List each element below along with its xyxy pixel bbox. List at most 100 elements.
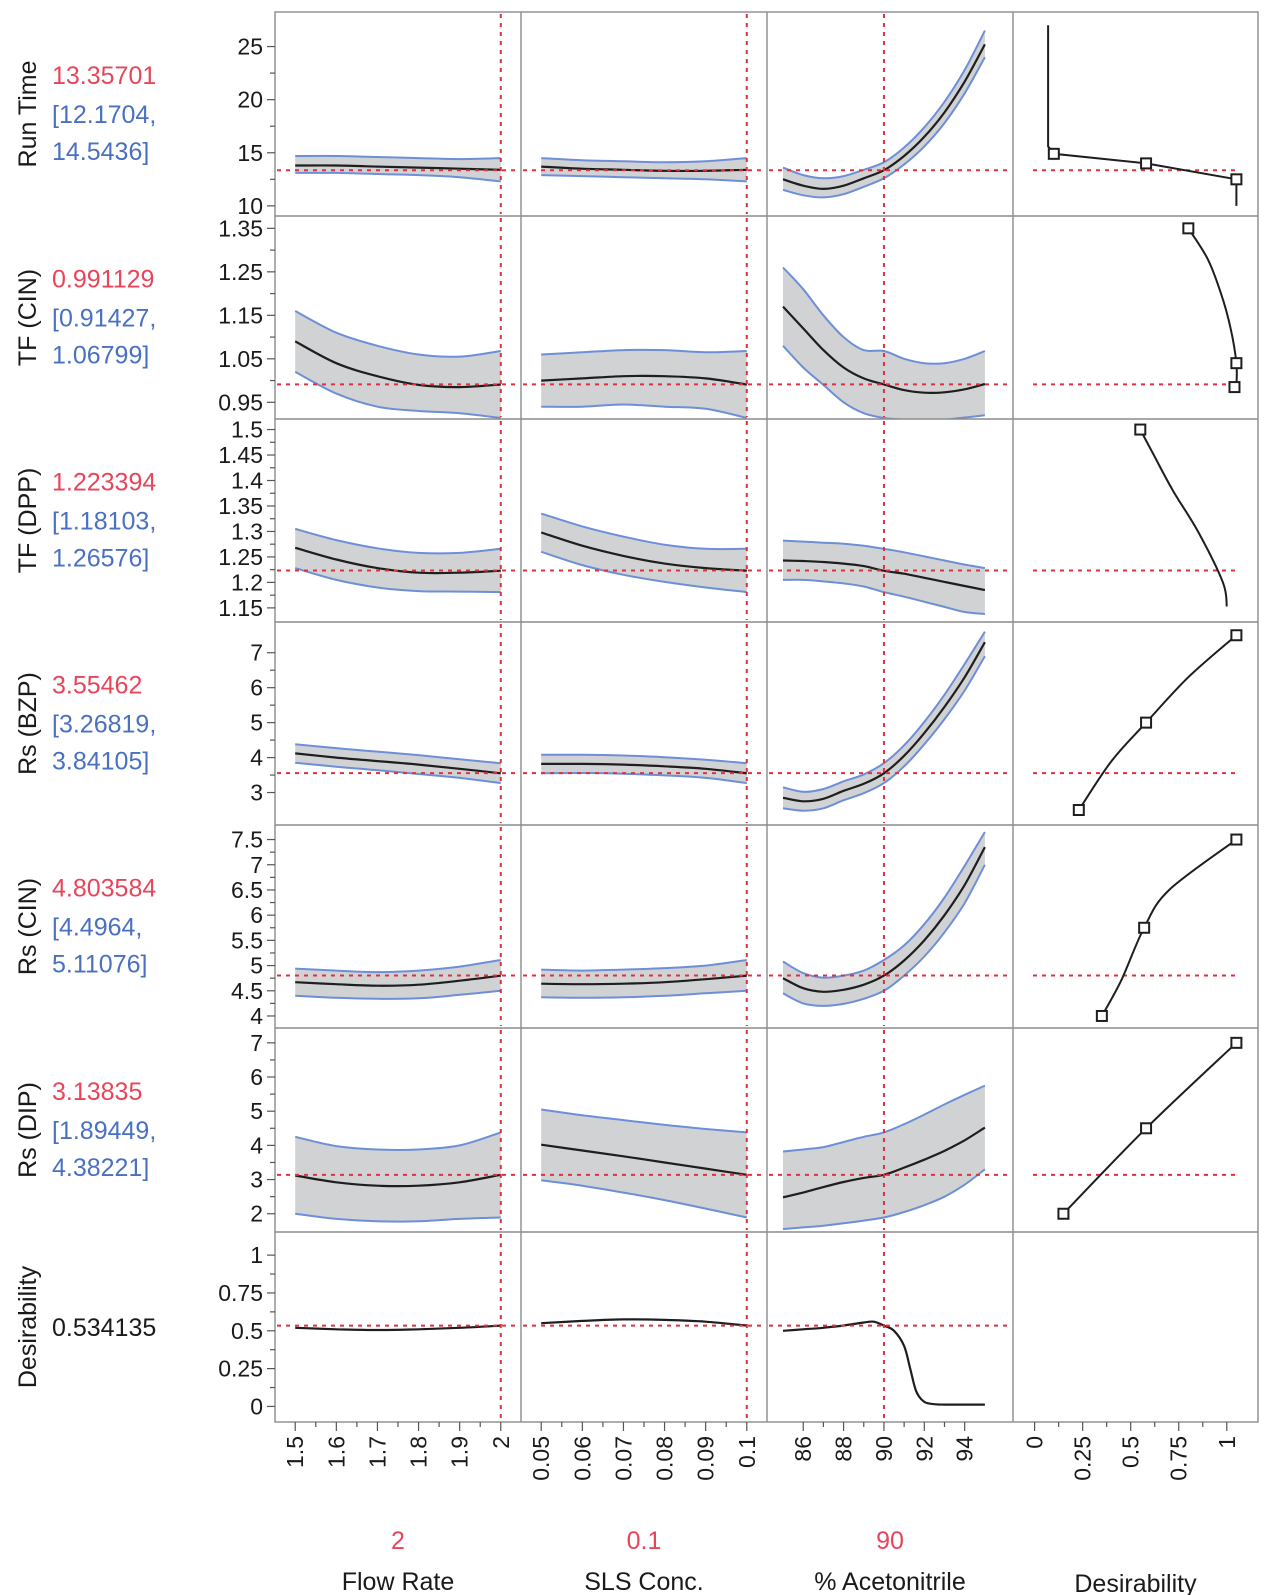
panel-4-1 — [523, 827, 765, 1026]
predicted-value: 3.55462 — [52, 672, 142, 700]
confidence-interval-lower: [12.1704, — [52, 101, 156, 129]
factor-name: Flow Rate — [342, 1568, 455, 1595]
response-name: TF (DPP) — [14, 468, 42, 574]
prediction-curve — [541, 762, 747, 775]
panel-1-2 — [769, 218, 1011, 419]
upper-confidence-line — [782, 266, 986, 365]
panel-4-0 — [277, 827, 519, 1026]
lower-confidence-line — [294, 371, 501, 419]
confidence-band — [295, 1132, 501, 1222]
upper-confidence-line — [294, 310, 501, 358]
y-tick-label: 0 — [250, 1393, 263, 1419]
axes-layer: 101520250.951.051.151.251.351.151.21.251… — [218, 34, 1240, 1481]
lower-confidence-line — [295, 1212, 501, 1223]
y-tick-label: 7 — [250, 852, 263, 878]
confidence-interval-lower: [3.26819, — [52, 711, 156, 739]
y-tick-label: 15 — [237, 140, 263, 166]
x-tick-label: 0 — [1022, 1436, 1048, 1449]
desirability-handle — [1047, 147, 1060, 160]
confidence-interval-lower: [1.18103, — [52, 508, 156, 536]
desirability-handle — [1095, 1009, 1108, 1022]
y-tick-label: 2 — [250, 1201, 263, 1227]
confidence-band — [295, 960, 501, 999]
desirability-panel-4 — [1033, 833, 1243, 1022]
desirability-function — [1139, 429, 1228, 607]
y-tick-label: 0.75 — [218, 1280, 263, 1306]
upper-confidence-line — [294, 1131, 502, 1151]
panel-2-1 — [523, 421, 765, 620]
desirability-function — [1047, 25, 1238, 206]
y-tick-label: 5 — [250, 710, 263, 736]
panel-5-2 — [769, 1030, 1011, 1231]
desirability-value: 0.534135 — [52, 1314, 156, 1342]
upper-confidence-line — [295, 743, 501, 765]
confidence-band — [783, 267, 985, 419]
confidence-interval-upper: 4.38221] — [52, 1154, 149, 1182]
factor-current-value: 90 — [876, 1527, 904, 1555]
y-tick-label: 1 — [250, 1242, 263, 1268]
panel-1-1 — [523, 218, 765, 419]
desirability-handle — [1140, 157, 1153, 170]
y-tick-label: 1.5 — [231, 417, 263, 443]
upper-confidence-line — [541, 1108, 747, 1134]
confidence-interval-lower: [0.91427, — [52, 305, 156, 333]
x-tick-label: 1.7 — [364, 1436, 390, 1468]
desirability-panel-2 — [1033, 423, 1238, 607]
response-name: Rs (CIN) — [14, 878, 42, 975]
confidence-band — [541, 960, 747, 998]
response-name: Run Time — [14, 61, 42, 168]
y-tick-label: 1.45 — [218, 442, 263, 468]
prediction-curve — [295, 1173, 501, 1188]
panel-3-0 — [277, 624, 519, 823]
prediction-curve — [295, 1324, 501, 1332]
prediction-curve — [540, 531, 747, 572]
lower-confidence-line — [540, 550, 747, 594]
confidence-band — [295, 155, 501, 182]
response-name: Rs (DIP) — [14, 1082, 42, 1178]
upper-confidence-line — [541, 348, 747, 356]
desirability-handle — [1228, 381, 1241, 394]
prediction-curve — [782, 559, 986, 592]
x-tick-label: 0.75 — [1166, 1436, 1192, 1481]
y-tick-label: 7 — [250, 1030, 263, 1056]
desirability-handle — [1140, 1122, 1153, 1135]
panel-4-2 — [769, 827, 1011, 1026]
panel-2-2 — [769, 421, 1011, 620]
x-tick-label: 90 — [871, 1436, 897, 1462]
predicted-value: 13.35701 — [52, 62, 156, 90]
confidence-band — [295, 528, 501, 593]
desirability-handle — [1182, 222, 1195, 235]
y-tick-label: 4 — [250, 745, 263, 771]
y-tick-label: 7.5 — [231, 827, 263, 853]
upper-confidence-line — [782, 30, 986, 180]
desirability-handle — [1230, 629, 1243, 642]
panel-2-0 — [277, 421, 519, 620]
lower-confidence-line — [541, 989, 747, 999]
upper-confidence-line — [295, 959, 501, 974]
desirability-handle — [1057, 1207, 1070, 1220]
y-tick-label: 1.35 — [218, 493, 263, 519]
x-tick-label: 2 — [488, 1436, 514, 1449]
confidence-band — [295, 311, 501, 418]
upper-confidence-line — [540, 512, 747, 551]
x-tick-label: 86 — [790, 1436, 816, 1462]
lower-confidence-line — [541, 403, 748, 419]
desirability-panel-3 — [1033, 629, 1243, 817]
prediction-curve — [541, 974, 747, 986]
desirability-panel-1 — [1033, 222, 1243, 394]
lower-confidence-line — [782, 1168, 986, 1231]
y-tick-label: 10 — [237, 193, 263, 219]
lower-confidence-line — [541, 1179, 748, 1219]
predicted-value: 1.223394 — [52, 469, 156, 497]
panel-5-0 — [277, 1030, 519, 1230]
desirability-handle — [1230, 173, 1243, 186]
prediction-curve — [294, 340, 501, 389]
desirability-handle — [1230, 357, 1243, 370]
prediction-curve — [541, 1318, 747, 1327]
confidence-bands-layer — [277, 14, 1243, 1420]
confidence-interval-upper: 1.06799] — [52, 342, 149, 370]
prediction-curve — [541, 374, 747, 386]
factor-current-value: 2 — [391, 1527, 405, 1555]
x-tick-label: 1.6 — [323, 1436, 349, 1468]
y-tick-label: 0.95 — [218, 389, 263, 415]
